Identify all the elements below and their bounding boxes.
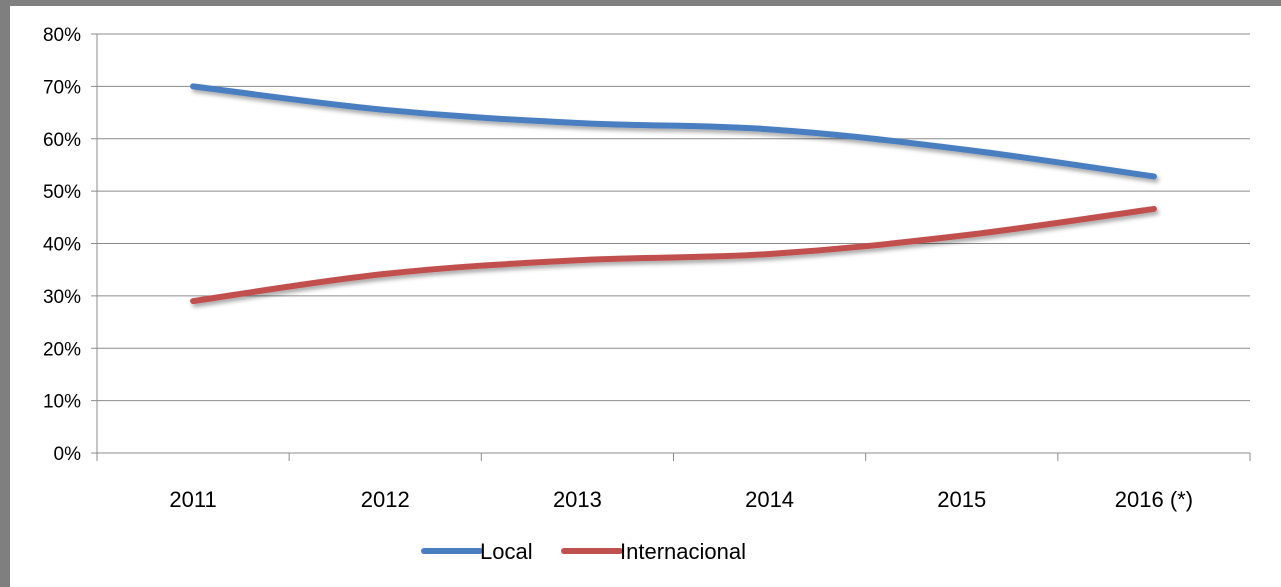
data-point-local-3 (767, 126, 773, 132)
window-frame-left (0, 0, 10, 587)
data-point-local-0 (190, 83, 196, 89)
gridlines (97, 33, 1250, 402)
y-tick-label: 80% (43, 25, 81, 46)
data-point-internacional-4 (959, 233, 965, 239)
x-tick-label: 2013 (553, 487, 602, 512)
data-point-internacional-1 (382, 271, 388, 277)
data-point-local-5 (1151, 173, 1157, 179)
data-point-internacional-2 (574, 257, 580, 263)
series-lines (190, 83, 1157, 305)
legend-label-internacional: Internacional (620, 539, 746, 564)
data-point-internacional-0 (190, 298, 196, 304)
legend: Local Internacional (421, 539, 746, 564)
series-line-local (190, 83, 1157, 180)
y-tick-label: 40% (43, 235, 81, 256)
data-point-internacional-5 (1151, 206, 1157, 212)
axes (91, 33, 1251, 461)
x-tick-label: 2015 (937, 487, 986, 512)
x-tick-label: 2014 (745, 487, 794, 512)
y-tick-label: 0% (54, 444, 82, 465)
data-point-internacional-3 (767, 251, 773, 257)
x-tick-label: 2012 (361, 487, 410, 512)
series-line-internacional (190, 205, 1157, 305)
window-frame-top (0, 0, 1281, 6)
y-tick-label: 60% (43, 130, 81, 151)
x-tick-label: 2011 (169, 487, 216, 512)
y-tick-label: 30% (43, 287, 81, 308)
y-tick-label: 50% (43, 182, 81, 203)
x-axis-tick-labels: 2011 2012 2013 2014 2015 2016 (*) (169, 487, 1193, 512)
y-tick-label: 70% (43, 77, 81, 98)
legend-label-local: Local (480, 539, 533, 564)
y-axis-tick-labels: 0% 10% 20% 30% 40% 50% 60% 70% 80% (43, 25, 81, 465)
data-point-local-4 (959, 146, 965, 152)
data-point-local-1 (382, 107, 388, 113)
data-point-local-2 (574, 120, 580, 126)
x-tick-label: 2016 (*) (1115, 487, 1193, 512)
y-tick-label: 20% (43, 339, 81, 360)
y-tick-label: 10% (43, 392, 81, 413)
